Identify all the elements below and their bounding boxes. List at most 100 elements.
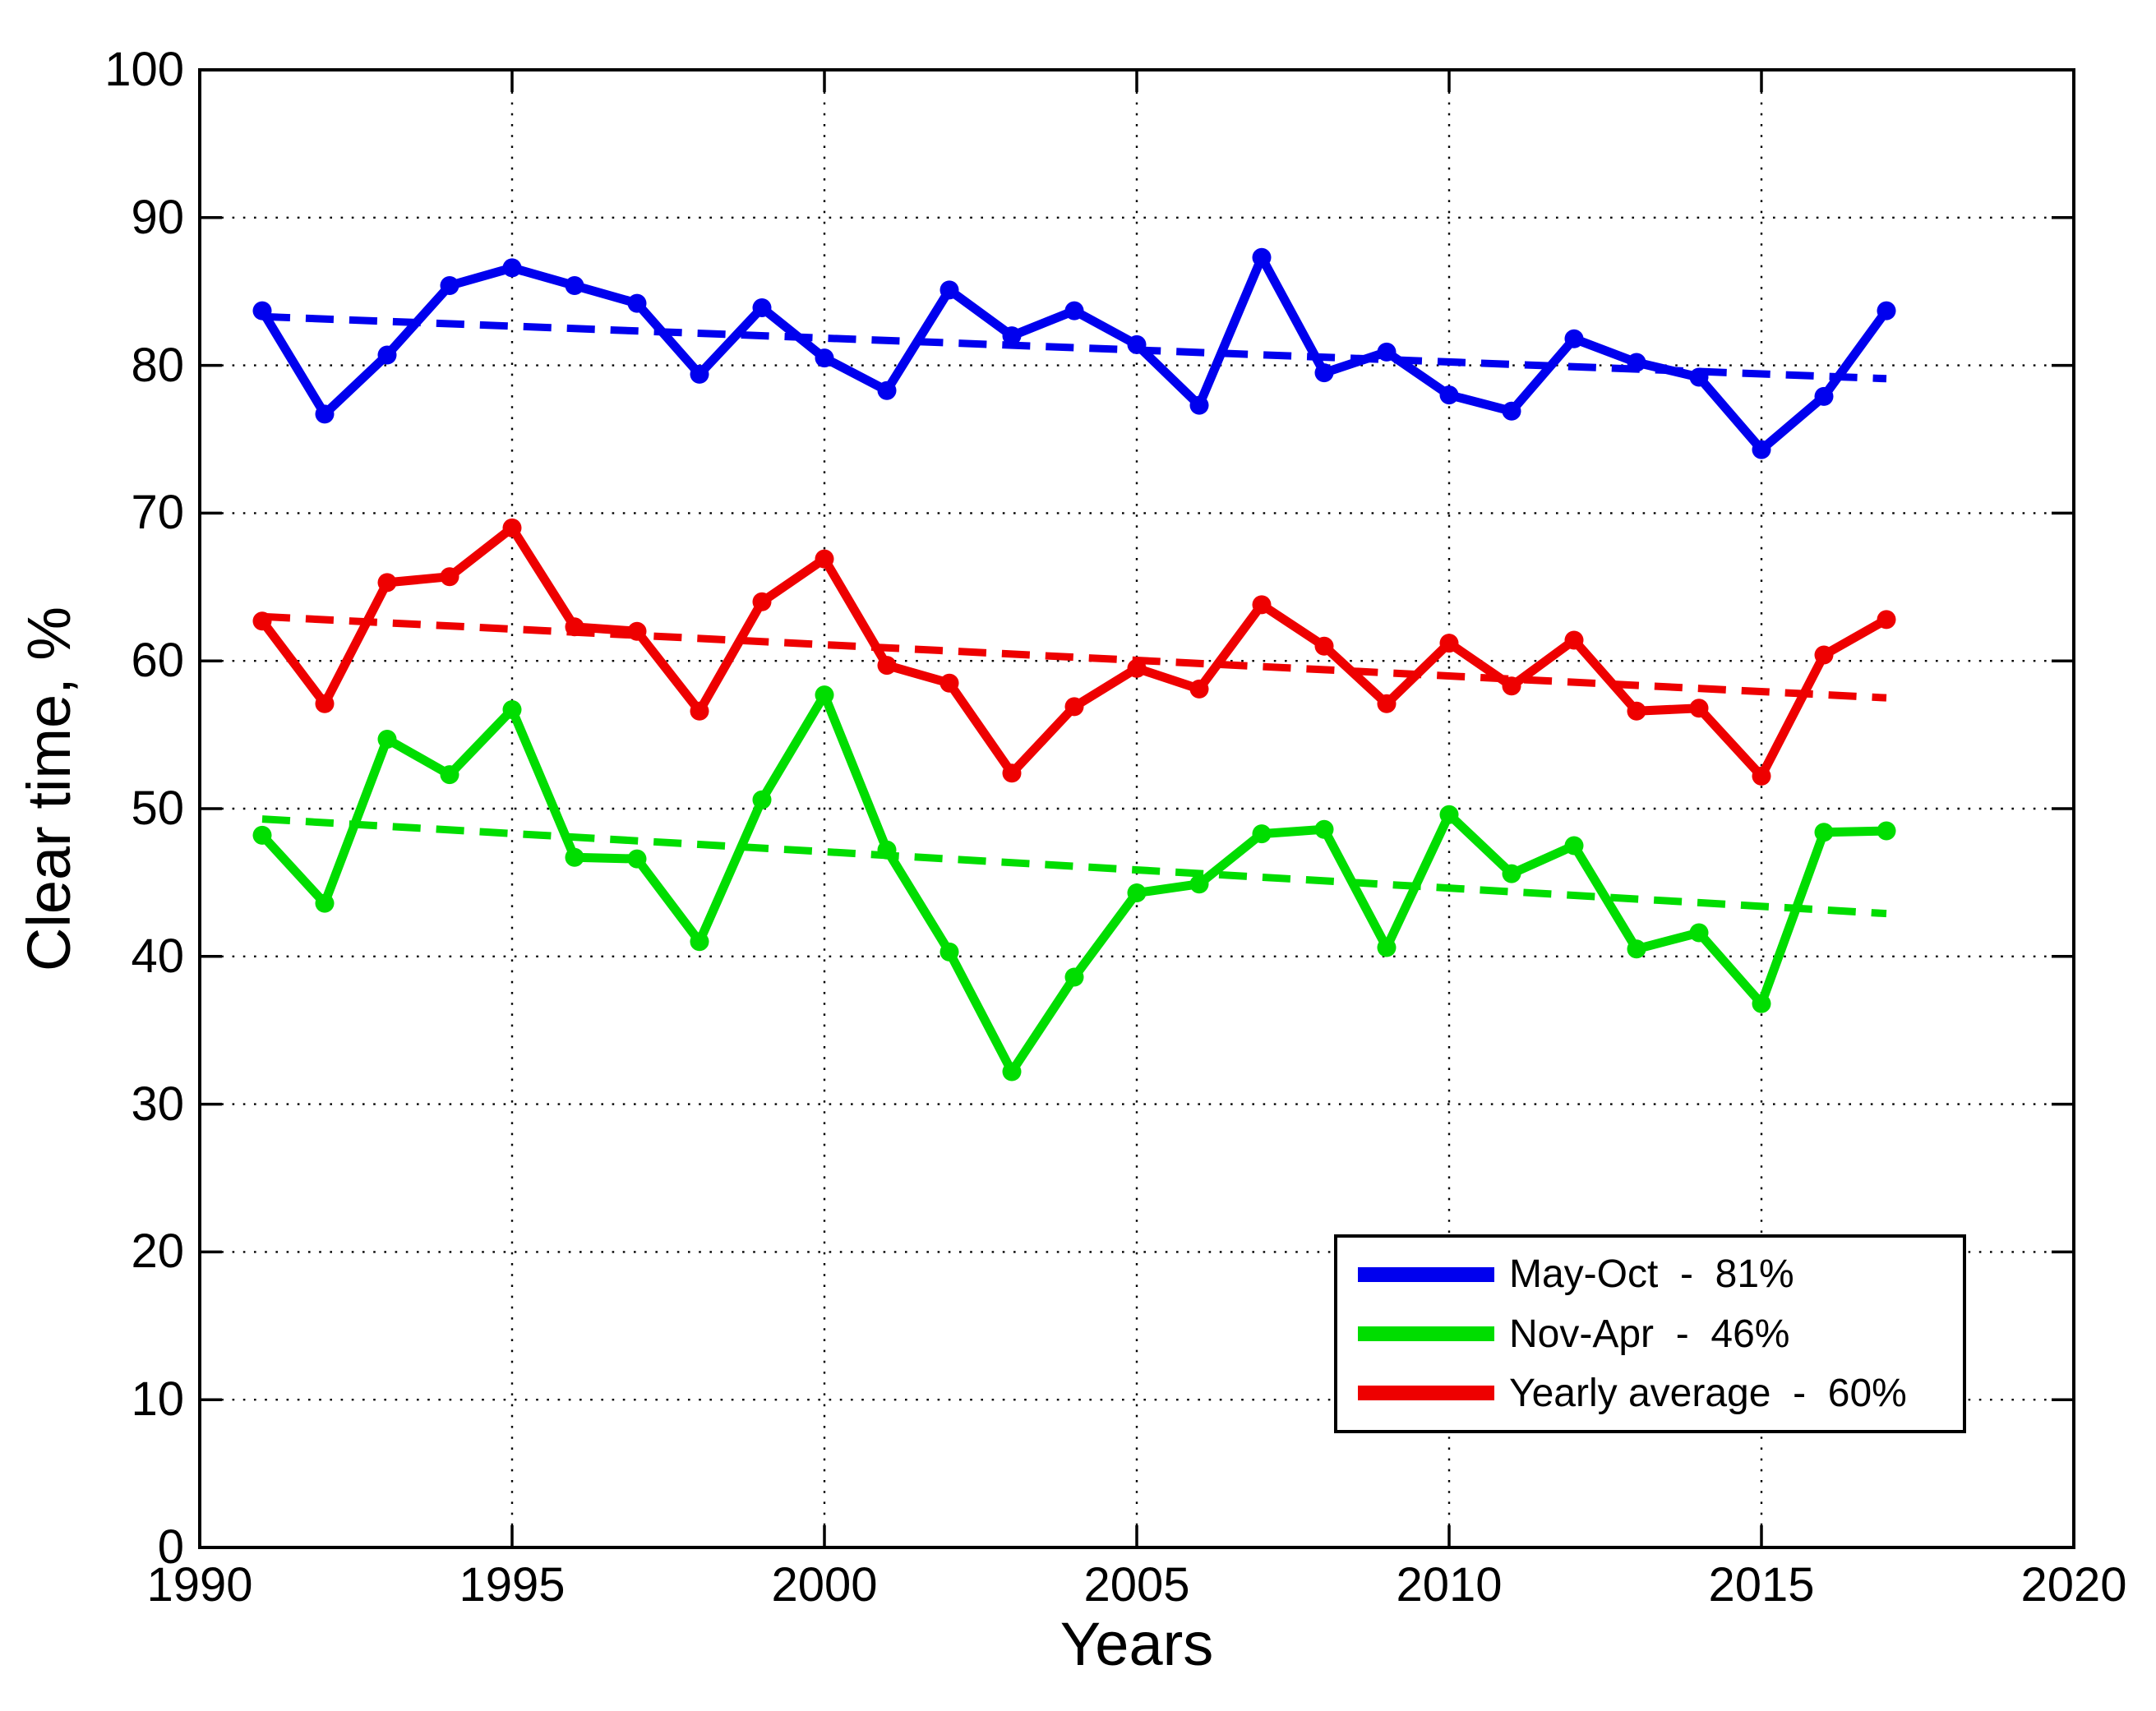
x-tick-label-1990: 1990 <box>146 1558 253 1612</box>
nov-apr-marker-2017 <box>1877 821 1896 841</box>
legend-item-may-oct: May-Oct - 81% <box>1358 1252 1963 1297</box>
axes-border <box>198 68 2075 1549</box>
nov-apr-marker-1992 <box>315 893 335 913</box>
nov-apr-marker-2012 <box>1564 836 1584 856</box>
yearly-average-marker-2001 <box>877 656 897 676</box>
yearly-average-marker-2017 <box>1877 610 1896 630</box>
yearly-average-marker-2016 <box>1814 645 1834 665</box>
may-oct-marker-2012 <box>1564 329 1584 348</box>
may-oct-marker-1992 <box>315 404 335 424</box>
yearly-average-marker-2000 <box>815 549 834 569</box>
y-tick-label-50: 50 <box>131 782 184 835</box>
may-oct-marker-2016 <box>1814 386 1834 406</box>
yearly-average-marker-1991 <box>252 611 272 631</box>
yearly-average-marker-2007 <box>1252 595 1272 615</box>
nov-apr-marker-2010 <box>1439 805 1459 824</box>
yearly-average-marker-2002 <box>939 673 959 693</box>
yearly-average-marker-1996 <box>565 617 584 637</box>
x-tick-label-2010: 2010 <box>1396 1558 1503 1612</box>
legend-item-yearly-average: Yearly average - 60% <box>1358 1371 1963 1416</box>
legend-swatch-yearly-average <box>1358 1386 1494 1401</box>
legend-label-may-oct: May-Oct - 81% <box>1509 1252 1794 1297</box>
may-oct-line <box>257 252 1891 454</box>
yearly-average-marker-2003 <box>1002 763 1022 783</box>
nov-apr-marker-2000 <box>815 685 834 705</box>
yearly-average-marker-2005 <box>1127 658 1147 678</box>
y-tick-label-0: 0 <box>157 1520 184 1574</box>
nov-apr-marker-1991 <box>252 825 272 845</box>
y-tick-label-30: 30 <box>131 1077 184 1131</box>
nov-apr-marker-2011 <box>1502 864 1521 883</box>
may-oct-trend-line <box>261 312 1887 383</box>
yearly-average-marker-2013 <box>1627 701 1646 721</box>
legend: May-Oct - 81% Nov-Apr - 46% Yearly avera… <box>1334 1234 1966 1433</box>
may-oct-marker-2000 <box>815 348 834 368</box>
legend-swatch-may-oct <box>1358 1266 1494 1282</box>
may-oct-marker-1999 <box>752 298 772 317</box>
yearly-average-marker-1993 <box>377 573 397 593</box>
may-oct-marker-1993 <box>377 345 397 365</box>
nov-apr-marker-1997 <box>627 849 647 869</box>
nov-apr-marker-2016 <box>1814 823 1834 842</box>
x-tick-label-2020: 2020 <box>2020 1558 2127 1612</box>
legend-item-nov-apr: Nov-Apr - 46% <box>1358 1312 1963 1357</box>
may-oct-marker-2008 <box>1314 363 1334 383</box>
nov-apr-marker-2004 <box>1064 967 1084 987</box>
x-axis-label: Years <box>1060 1610 1214 1678</box>
may-oct-marker-2017 <box>1877 301 1896 321</box>
y-tick-label-40: 40 <box>131 929 184 983</box>
may-oct-marker-1991 <box>252 301 272 321</box>
nov-apr-marker-1999 <box>752 790 772 809</box>
y-tick-label-100: 100 <box>104 43 184 96</box>
y-tick-label-80: 80 <box>131 338 184 392</box>
yearly-average-marker-2009 <box>1377 694 1397 713</box>
nov-apr-marker-2005 <box>1127 883 1147 902</box>
yearly-average-marker-1992 <box>315 694 335 713</box>
nov-apr-marker-1995 <box>502 700 522 719</box>
may-oct-marker-2002 <box>939 280 959 300</box>
legend-label-yearly-average: Yearly average - 60% <box>1509 1371 1907 1415</box>
may-oct-marker-2006 <box>1189 395 1209 415</box>
nov-apr-marker-2002 <box>939 942 959 962</box>
yearly-average-marker-2014 <box>1689 699 1709 718</box>
nov-apr-marker-2013 <box>1627 939 1646 959</box>
y-tick-label-10: 10 <box>131 1372 184 1427</box>
x-tick-label-2005: 2005 <box>1083 1558 1190 1612</box>
may-oct-marker-2010 <box>1439 385 1459 405</box>
may-oct-marker-2015 <box>1752 440 1771 459</box>
y-tick-label-60: 60 <box>131 634 184 688</box>
yearly-average-marker-2012 <box>1564 630 1584 650</box>
legend-swatch-nov-apr <box>1358 1326 1494 1341</box>
yearly-average-marker-2010 <box>1439 634 1459 653</box>
may-oct-marker-2001 <box>877 380 897 400</box>
nov-apr-marker-2014 <box>1689 923 1709 943</box>
yearly-average-marker-2006 <box>1189 679 1209 699</box>
nov-apr-marker-2006 <box>1189 874 1209 894</box>
may-oct-marker-1996 <box>565 276 584 295</box>
may-oct-marker-2014 <box>1689 367 1709 387</box>
may-oct-marker-1997 <box>627 293 647 313</box>
yearly-average-marker-1994 <box>440 567 459 587</box>
yearly-average-marker-2011 <box>1502 676 1521 696</box>
may-oct-marker-1995 <box>502 258 522 278</box>
x-tick-label-1995: 1995 <box>459 1558 566 1612</box>
nov-apr-marker-1998 <box>690 932 709 952</box>
may-oct-marker-2007 <box>1252 247 1272 267</box>
yearly-average-marker-1997 <box>627 621 647 641</box>
y-tick-label-70: 70 <box>131 486 184 540</box>
yearly-average-marker-2004 <box>1064 697 1084 717</box>
may-oct-marker-2011 <box>1502 401 1521 421</box>
yearly-average-marker-1995 <box>502 518 522 537</box>
nov-apr-marker-2003 <box>1002 1062 1022 1081</box>
may-oct-marker-1998 <box>690 364 709 384</box>
x-tick-label-2000: 2000 <box>771 1558 878 1612</box>
may-oct-marker-2004 <box>1064 301 1084 321</box>
nov-apr-marker-2008 <box>1314 819 1334 839</box>
may-oct-marker-2009 <box>1377 342 1397 362</box>
may-oct-marker-2013 <box>1627 353 1646 372</box>
legend-label-nov-apr: Nov-Apr - 46% <box>1509 1312 1790 1356</box>
y-tick-label-20: 20 <box>131 1224 184 1279</box>
yearly-average-marker-2015 <box>1752 766 1771 786</box>
nov-apr-marker-1996 <box>565 847 584 867</box>
